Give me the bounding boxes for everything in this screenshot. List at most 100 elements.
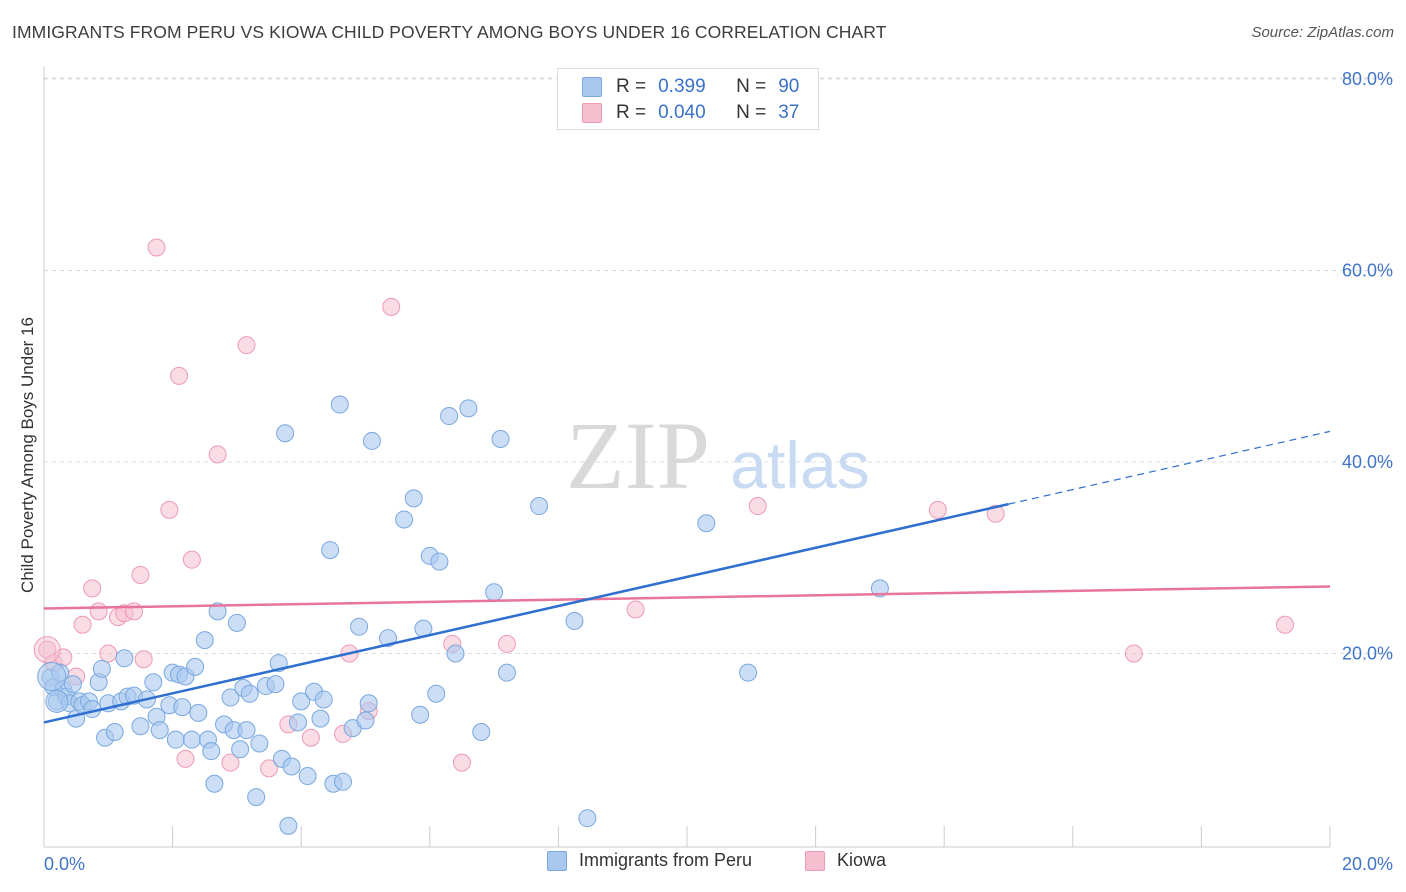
peru-point (115, 649, 134, 668)
watermark: ZIP atlas (566, 402, 870, 509)
kiowa-point (1124, 644, 1143, 663)
peru-point (144, 673, 163, 692)
peru-point (231, 740, 250, 759)
kiowa-point (221, 753, 240, 772)
y-axis-label: Child Poverty Among Boys Under 16 (18, 317, 37, 593)
peru-point (395, 510, 414, 529)
kiowa-point (986, 504, 1005, 523)
kiowa-point (99, 644, 118, 663)
peru-point (288, 713, 307, 732)
peru-point (240, 684, 259, 703)
peru-point (491, 430, 510, 449)
peru-trend-line-projection (1008, 430, 1331, 505)
x-tick-label: 0.0% (44, 854, 85, 874)
peru-point (131, 717, 150, 736)
kiowa-point (382, 297, 401, 316)
peru-point (697, 514, 716, 533)
peru-point (173, 698, 192, 717)
peru-point (321, 541, 340, 560)
bottom-legend-label-kiowa: Kiowa (837, 850, 887, 870)
legend-r-label: R = (616, 76, 647, 97)
peru-point (63, 675, 82, 694)
peru-point (166, 730, 185, 749)
trend-lines (43, 430, 1331, 724)
peru-point (292, 692, 311, 711)
tick-labels: 20.0% 40.0% 60.0% 80.0% 0.0% 20.0% (44, 69, 1393, 874)
peru-point (356, 711, 375, 730)
peru-point (497, 663, 516, 682)
kiowa-point (33, 636, 61, 664)
peru-point (530, 497, 549, 516)
bottom-legend-kiowa: Kiowa (805, 850, 886, 871)
peru-point (279, 816, 298, 835)
legend-r-label: R = (616, 102, 647, 123)
watermark-zip: ZIP (566, 402, 710, 509)
peru-point (472, 723, 491, 742)
kiowa-point (748, 497, 767, 516)
peru-point (446, 644, 465, 663)
peru-point (247, 788, 266, 807)
peru-point (195, 631, 214, 650)
peru-point (459, 399, 478, 418)
y-tick-label: 60.0% (1342, 261, 1393, 281)
kiowa-point (131, 565, 150, 584)
y-tick-label: 40.0% (1342, 452, 1393, 472)
kiowa-point (626, 600, 645, 619)
peru-points (37, 395, 889, 835)
peru-point (208, 602, 227, 621)
y-tick-label: 20.0% (1342, 644, 1393, 664)
peru-point (411, 705, 430, 724)
kiowa-point (147, 238, 166, 257)
peru-point (298, 767, 317, 786)
watermark-atlas: atlas (730, 428, 869, 502)
y-tick-label: 80.0% (1342, 69, 1393, 89)
kiowa-points (33, 238, 1294, 778)
peru-point (250, 734, 269, 753)
legend-n-label: N = (736, 76, 767, 97)
peru-point (578, 809, 597, 828)
peru-point (333, 772, 352, 791)
kiowa-point (160, 500, 179, 519)
kiowa-point (237, 336, 256, 355)
kiowa-point (260, 759, 279, 778)
kiowa-point (134, 650, 153, 669)
peru-point (485, 583, 504, 602)
chart-title: IMMIGRANTS FROM PERU VS KIOWA CHILD POVE… (12, 22, 887, 42)
legend-swatch-peru (582, 77, 602, 97)
peru-point (359, 694, 378, 713)
peru-point (870, 579, 889, 598)
peru-point (45, 689, 69, 713)
kiowa-point (170, 366, 189, 385)
kiowa-point (1275, 615, 1294, 634)
legend-swatch-kiowa (582, 103, 602, 123)
legend-n-value: 90 (778, 76, 800, 97)
bottom-legend-swatch-peru (547, 850, 567, 871)
peru-point (237, 721, 256, 740)
legend-row-kiowa: R = 0.040 N = 37 (582, 101, 799, 125)
peru-point (440, 407, 459, 426)
grid-lines (44, 77, 1392, 654)
kiowa-point (125, 602, 144, 621)
peru-point (404, 489, 423, 508)
kiowa-point (182, 550, 201, 569)
bottom-legend-swatch-kiowa (805, 850, 825, 871)
peru-point (37, 661, 67, 691)
peru-point (150, 721, 169, 740)
kiowa-point (928, 500, 947, 519)
kiowa-point (452, 753, 471, 772)
peru-point (276, 424, 295, 443)
peru-point (311, 709, 330, 728)
kiowa-point (176, 749, 195, 768)
peru-point (362, 431, 381, 450)
source-label: Source: ZipAtlas.com (1251, 24, 1394, 41)
legend-row-peru: R = 0.399 N = 90 (582, 75, 799, 99)
peru-point (266, 675, 285, 694)
peru-point (205, 774, 224, 793)
peru-point (202, 742, 221, 761)
bottom-legend-peru: Immigrants from Peru (547, 850, 752, 871)
peru-point (427, 684, 446, 703)
kiowa-point (301, 728, 320, 747)
x-tick-label: 20.0% (1342, 854, 1393, 874)
kiowa-point (73, 615, 92, 634)
